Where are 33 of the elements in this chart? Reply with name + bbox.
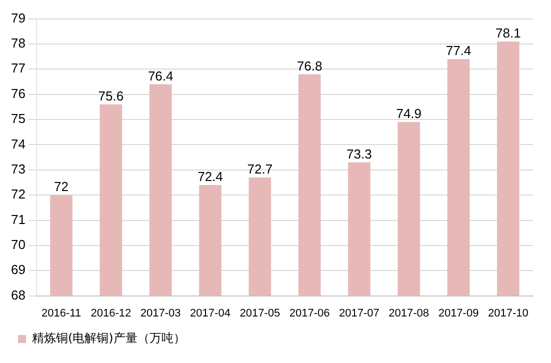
data-label: 72 <box>54 179 69 194</box>
x-tick-label: 2017-04 <box>190 307 230 320</box>
data-label: 73.3 <box>346 146 372 162</box>
y-tick-label: 72 <box>10 186 26 202</box>
x-tick-label: 2017-09 <box>438 307 479 320</box>
data-label: 72.7 <box>247 162 273 177</box>
x-tick-label: 2017-03 <box>140 307 181 320</box>
y-tick-label: 69 <box>10 262 26 278</box>
x-tick-label: 2017-08 <box>388 307 430 320</box>
data-label: 77.4 <box>446 43 472 58</box>
y-tick-label: 76 <box>10 86 26 101</box>
data-label: 78.1 <box>496 26 521 41</box>
data-label: 74.9 <box>396 106 422 122</box>
data-label: 76.8 <box>296 58 322 74</box>
x-tick-label: 2017-06 <box>289 307 330 320</box>
y-tick-label: 68 <box>10 287 26 302</box>
y-tick-label: 78 <box>10 36 26 51</box>
y-tick-label: 70 <box>10 237 26 252</box>
x-tick-label: 2016-11 <box>42 307 82 320</box>
x-tick-label: 2016-12 <box>90 307 132 320</box>
y-tick-label: 79 <box>10 10 26 26</box>
data-label: 72.4 <box>198 169 223 184</box>
x-tick-label: 2017-07 <box>339 307 380 320</box>
data-label: 76.4 <box>148 68 174 84</box>
y-tick-label: 75 <box>10 111 26 126</box>
y-tick-label: 73 <box>10 161 26 176</box>
x-tick-label: 2017-10 <box>488 307 528 320</box>
data-label: 75.6 <box>98 88 124 104</box>
y-tick-label: 74 <box>10 136 26 152</box>
x-tick-label: 2017-05 <box>240 307 280 320</box>
legend-label: 精炼铜(电解铜)产量（万吨） <box>32 331 186 346</box>
y-tick-label: 71 <box>10 212 26 227</box>
y-tick-label: 77 <box>10 60 26 76</box>
